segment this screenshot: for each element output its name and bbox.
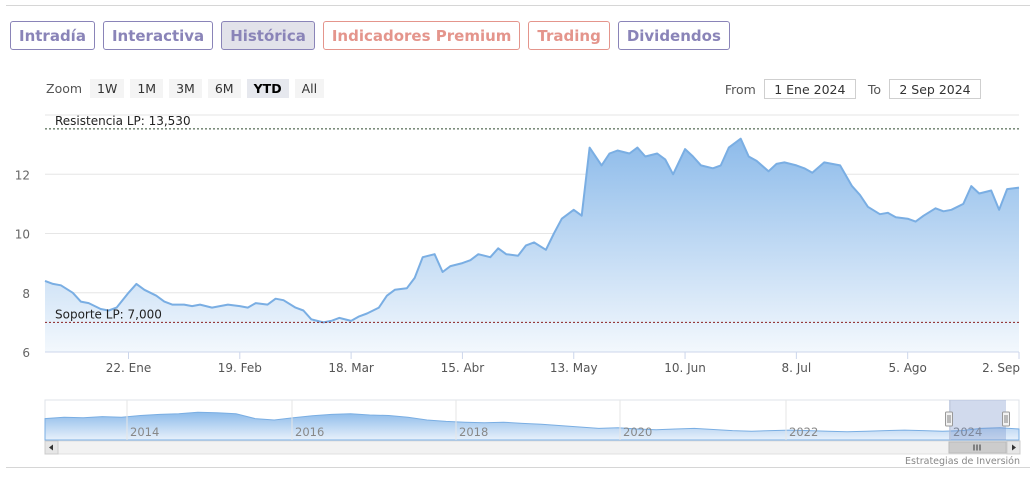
- tab-intradía[interactable]: Intradía: [10, 21, 95, 50]
- y-tick-label: 10: [15, 228, 30, 242]
- zoom-button-6m[interactable]: 6M: [207, 79, 241, 98]
- from-label: From: [724, 81, 756, 97]
- navigator-series: [44, 411, 1020, 441]
- to-date-input[interactable]: [889, 79, 981, 99]
- navigator-selection: [949, 400, 1006, 440]
- tab-bar: Intradía Interactiva Histórica Indicadores …: [10, 21, 730, 50]
- from-date-input[interactable]: [763, 79, 856, 99]
- x-tick-label: 22. Ene: [106, 361, 151, 375]
- zoom-label: Zoom: [46, 81, 83, 96]
- navigator-handle-right[interactable]: [1002, 411, 1010, 427]
- x-tick-label: 19. Feb: [218, 361, 262, 375]
- tab-histórica[interactable]: Histórica: [221, 21, 315, 50]
- x-axis: 22. Ene 19. Feb 18. Mar 15. Abr 13. May 10. J…: [106, 352, 1020, 375]
- navigator-tick-label: 2020: [623, 425, 652, 439]
- zoom-button-1w[interactable]: 1W: [90, 79, 125, 98]
- navigator[interactable]: 2014 2016 2018 2020 2022 2024: [44, 399, 1021, 455]
- navigator-tick-label: 2018: [459, 425, 488, 439]
- tab-dividendos[interactable]: Dividendos: [617, 21, 730, 50]
- series-line: [44, 137, 1020, 324]
- bottom-rule: [6, 467, 1030, 468]
- navigator-tick-label: 2022: [789, 425, 818, 439]
- x-tick-label: 5. Ago: [888, 361, 926, 375]
- to-label: To: [867, 81, 881, 97]
- tab-interactiva[interactable]: Interactiva: [102, 21, 214, 50]
- navigator-tick-label: 2024: [953, 425, 982, 439]
- support-label: Soporte LP: 7,000: [55, 307, 162, 321]
- x-tick-label: 10. Jun: [664, 361, 706, 375]
- zoom-button-3m[interactable]: 3M: [169, 79, 202, 98]
- navigator-tick-label: 2014: [130, 425, 159, 439]
- date-range: From To: [725, 79, 981, 99]
- chart-credit: Estrategias de Inversión: [905, 456, 1020, 467]
- navigator-handle-left[interactable]: [945, 411, 953, 427]
- x-tick-label: 2. Sep: [982, 361, 1020, 375]
- zoom-button-all[interactable]: All: [294, 79, 325, 98]
- resistance-label: Resistencia LP: 13,530: [55, 114, 191, 128]
- zoom-button-1m[interactable]: 1M: [130, 79, 164, 98]
- tab-indicadores-premium[interactable]: Indicadores Premium: [322, 21, 521, 50]
- series-fill: [45, 138, 1019, 352]
- y-tick-label: 8: [22, 287, 30, 301]
- top-rule: [6, 5, 1030, 6]
- navigator-tick-label: 2016: [295, 425, 324, 439]
- zoom-controls: Zoom 1W 1M 3M 6M YTD All: [46, 79, 325, 98]
- y-tick-label: 12: [15, 168, 30, 182]
- arrow-left-icon: [49, 444, 53, 451]
- arrow-right-icon: [1012, 444, 1016, 451]
- x-tick-label: 8. Jul: [781, 361, 811, 375]
- series-area: [44, 137, 1020, 353]
- zoom-button-ytd[interactable]: YTD: [246, 79, 289, 98]
- support-resistance: Resistencia LP: 13,530 Soporte LP: 7,000: [45, 114, 1019, 323]
- x-tick-label: 15. Abr: [441, 361, 485, 375]
- y-axis: 6 8 10 12: [15, 168, 30, 360]
- tab-trading[interactable]: Trading: [528, 21, 610, 50]
- y-tick-label: 6: [22, 346, 30, 360]
- scrollbar-track[interactable]: [44, 440, 1021, 455]
- x-tick-label: 18. Mar: [328, 361, 374, 375]
- x-tick-label: 13. May: [550, 361, 598, 375]
